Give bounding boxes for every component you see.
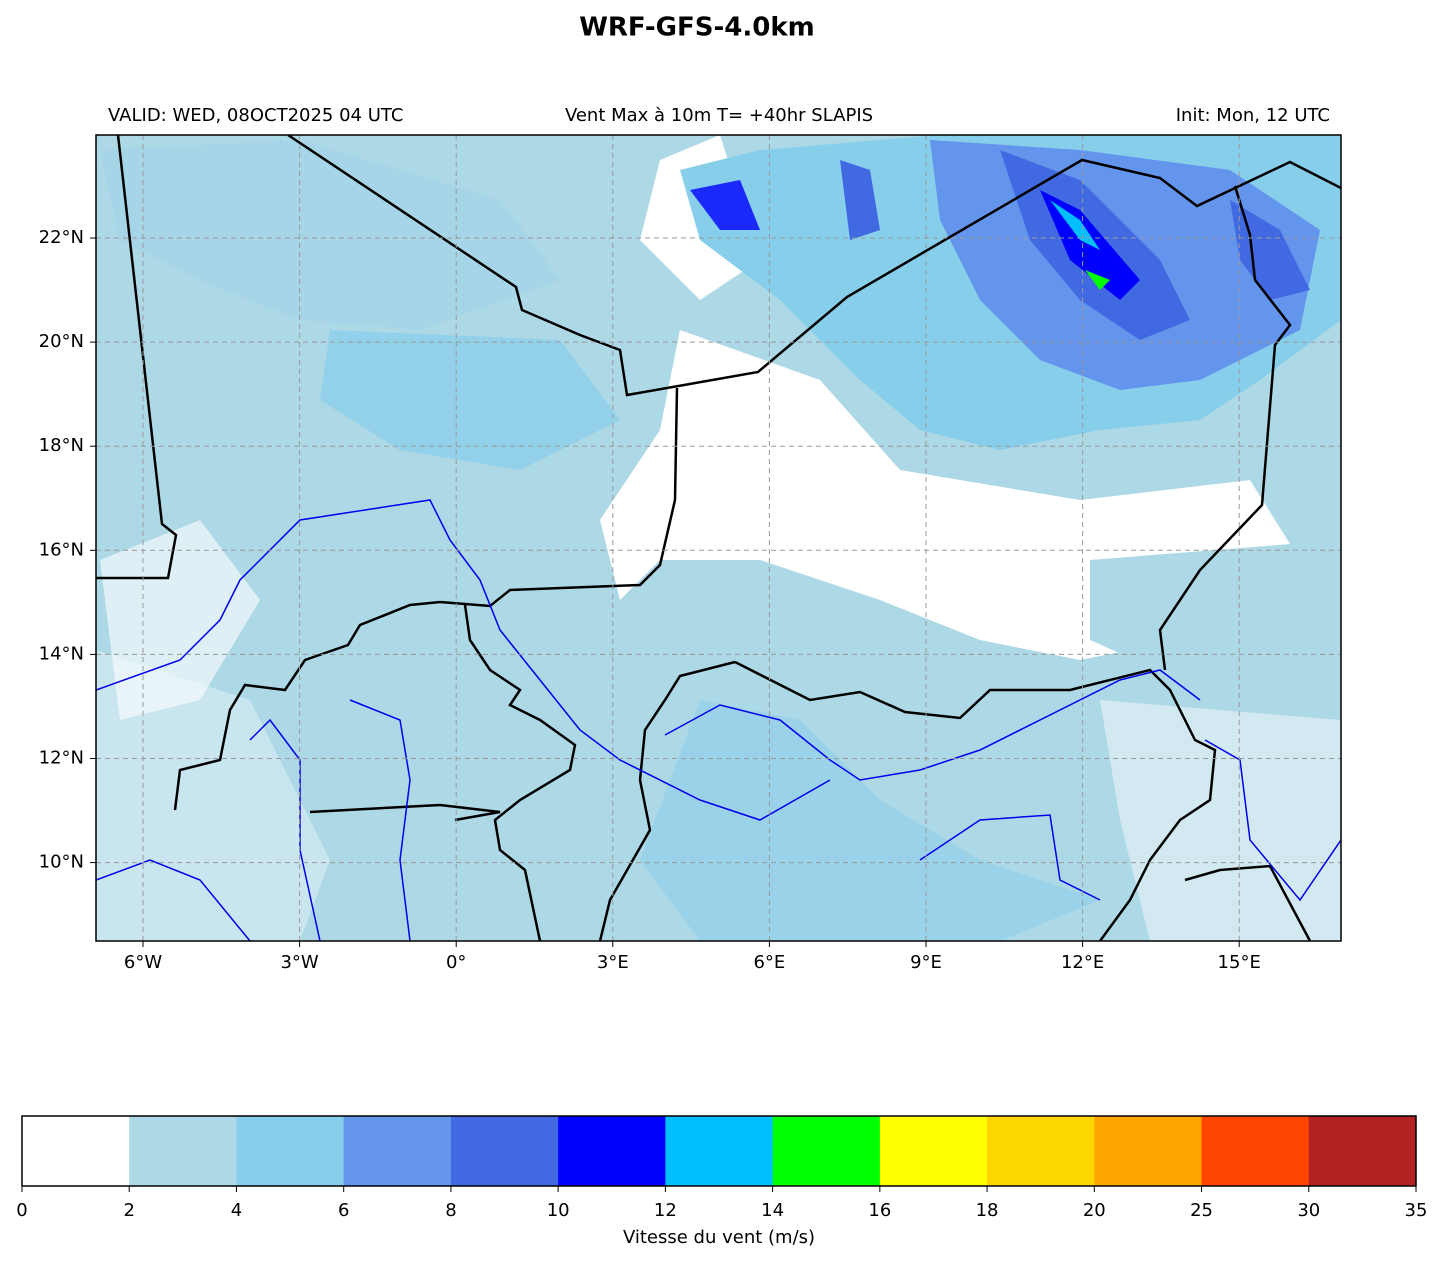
colorbar-segment: [129, 1116, 237, 1186]
lon-label: 6°W: [124, 952, 162, 973]
subtitle-right: Init: Mon, 12 UTC: [1176, 105, 1330, 126]
colorbar-tick-label: 25: [1190, 1200, 1213, 1221]
colorbar-tick-label: 20: [1083, 1200, 1106, 1221]
colorbar-segment: [22, 1116, 130, 1186]
lon-label: 15°E: [1218, 952, 1261, 973]
colorbar-tick-label: 14: [761, 1200, 784, 1221]
colorbar-tick-label: 16: [868, 1200, 891, 1221]
colorbar-tick-label: 4: [231, 1200, 242, 1221]
lon-label: 3°E: [597, 952, 629, 973]
title: WRF-GFS-4.0km: [579, 13, 815, 43]
colorbar-segment: [1201, 1116, 1310, 1186]
colorbar-tick-label: 0: [16, 1200, 27, 1221]
lat-label: 16°N: [39, 539, 84, 560]
colorbar-segment: [987, 1116, 1095, 1186]
subtitle-center: Vent Max à 10m T= +40hr SLAPIS: [565, 105, 873, 126]
colorbar-segment: [1308, 1116, 1417, 1186]
colorbar-frame: [21, 1115, 1417, 1187]
lat-label: 20°N: [39, 331, 84, 352]
lat-label: 14°N: [39, 643, 84, 664]
lat-label: 18°N: [39, 435, 84, 456]
colorbar: 0 2 4 6 8 10 12 14 16 18 20 25 30 35: [16, 1115, 1428, 1221]
colorbar-tick-label: 30: [1297, 1200, 1320, 1221]
colorbar-segment: [1094, 1116, 1203, 1186]
map-frame: [95, 134, 1342, 942]
colorbar-segment: [665, 1116, 774, 1186]
colorbar-segment: [558, 1116, 666, 1186]
colorbar-tick-label: 10: [547, 1200, 570, 1221]
colorbar-segment: [236, 1116, 345, 1186]
lat-label: 12°N: [39, 748, 84, 769]
colorbar-segment: [450, 1116, 559, 1186]
colorbar-tick-label: 2: [124, 1200, 135, 1221]
lon-label: 12°E: [1061, 952, 1104, 973]
map-field: [96, 135, 1341, 941]
subtitle-left: VALID: WED, 08OCT2025 04 UTC: [108, 105, 403, 126]
colorbar-tick-label: 8: [445, 1200, 456, 1221]
colorbar-segment: [879, 1116, 988, 1186]
colorbar-segment: [343, 1116, 452, 1186]
colorbar-tick-label: 18: [976, 1200, 999, 1221]
colorbar-tick-label: 12: [654, 1200, 677, 1221]
colorbar-label: Vitesse du vent (m/s): [623, 1227, 815, 1248]
lon-label: 6°E: [753, 952, 785, 973]
lon-label: 3°W: [280, 952, 318, 973]
lon-label: 9°E: [910, 952, 942, 973]
lat-label: 22°N: [39, 227, 84, 248]
lon-label: 0°: [446, 952, 466, 973]
colorbar-segment: [772, 1116, 881, 1186]
colorbar-tick-label: 35: [1405, 1200, 1428, 1221]
lat-label: 10°N: [39, 852, 84, 873]
colorbar-tick-label: 6: [338, 1200, 349, 1221]
graticule: 22°N 20°N 18°N 16°N 14°N 12°N 10°N 6°W 3°W 0° 3°E 6…: [39, 135, 1341, 973]
